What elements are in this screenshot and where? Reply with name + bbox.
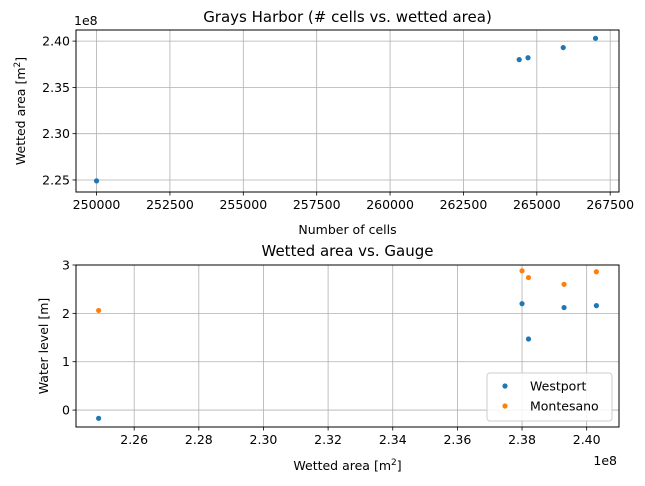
- legend-marker-westport: [502, 383, 508, 389]
- ticks: 2.26 2.28 2.30 2.32 2.34 2.36 2.38 2.40 0 1 2 3: [62, 258, 601, 448]
- x-tick-label: 2.36: [443, 432, 471, 447]
- y-tick-label: 2.35: [42, 80, 70, 95]
- y-tick-label: 2: [62, 306, 70, 321]
- x-tick-label: 255000: [219, 197, 267, 212]
- grid: [76, 264, 619, 427]
- y-tick-label: 0: [62, 403, 70, 418]
- x-tick-label: 2.32: [314, 432, 342, 447]
- x-offset-text: 1e8: [593, 453, 617, 468]
- y-axis-label: Wetted area [m2]: [13, 57, 28, 165]
- y-axis-label: Water level [m]: [36, 298, 51, 395]
- x-tick-label: 2.28: [185, 432, 213, 447]
- x-tick-label: 250000: [73, 197, 121, 212]
- x-tick-label: 2.38: [508, 432, 536, 447]
- data-point-montesano: [561, 281, 567, 287]
- legend-label-westport: Westport: [530, 379, 586, 394]
- data-point-series-0: [525, 55, 531, 61]
- data-point-westport: [96, 415, 102, 421]
- x-tick-label: 2.34: [379, 432, 407, 447]
- legend-label-montesano: Montesano: [530, 399, 599, 414]
- data-points: [93, 35, 599, 184]
- x-tick-label: 267500: [586, 197, 634, 212]
- cells-vs-wetted-area-chart: 250000 252500 255000 257500 260000 262500 2650…: [13, 8, 634, 237]
- data-point-montesano: [593, 269, 599, 275]
- y-tick-label: 2.40: [42, 34, 70, 49]
- y-tick-label: 2.25: [42, 172, 70, 187]
- x-tick-label: 2.30: [250, 432, 278, 447]
- legend: Westport Montesano: [486, 372, 613, 422]
- plot-frame: [75, 29, 620, 193]
- data-point-westport: [561, 304, 567, 311]
- data-point-montesano: [519, 268, 525, 274]
- x-tick-label: 252500: [146, 197, 194, 212]
- x-tick-label: 2.40: [573, 432, 601, 447]
- x-axis-label: Number of cells: [298, 222, 396, 237]
- y-offset-text: 1e8: [74, 13, 98, 28]
- x-tick-label: 260000: [366, 197, 414, 212]
- wetted-area-vs-gauge-chart: 2.26 2.28 2.30 2.32 2.34 2.36 2.38 2.40 0 1 2 3 Wet…: [36, 242, 620, 473]
- x-tick-label: 265000: [513, 197, 561, 212]
- data-point-westport: [525, 336, 532, 342]
- grid: [76, 30, 619, 192]
- data-point-westport: [593, 303, 599, 309]
- chart-title: Wetted area vs. Gauge: [262, 242, 434, 260]
- data-point-series-0: [93, 178, 100, 184]
- x-axis-label: Wetted area [m2]: [293, 458, 401, 473]
- x-tick-label: 262500: [440, 197, 488, 212]
- data-point-montesano: [96, 307, 102, 314]
- x-tick-label: 2.26: [120, 432, 148, 447]
- data-point-series-0: [560, 44, 566, 51]
- data-point-montesano: [525, 274, 532, 281]
- legend-marker-montesano: [502, 403, 508, 409]
- data-point-westport: [519, 301, 525, 307]
- plot-frame: [75, 264, 620, 428]
- y-tick-label: 3: [62, 258, 70, 273]
- ticks: 250000 252500 255000 257500 260000 262500 2650…: [42, 34, 634, 212]
- y-tick-label: 1: [62, 354, 70, 369]
- data-points: [96, 268, 599, 421]
- chart-title: Grays Harbor (# cells vs. wetted area): [203, 8, 492, 26]
- legend-box: [486, 372, 613, 422]
- x-tick-label: 257500: [293, 197, 341, 212]
- data-point-series-0: [592, 35, 599, 41]
- y-tick-label: 2.30: [42, 126, 70, 141]
- data-point-series-0: [516, 57, 522, 63]
